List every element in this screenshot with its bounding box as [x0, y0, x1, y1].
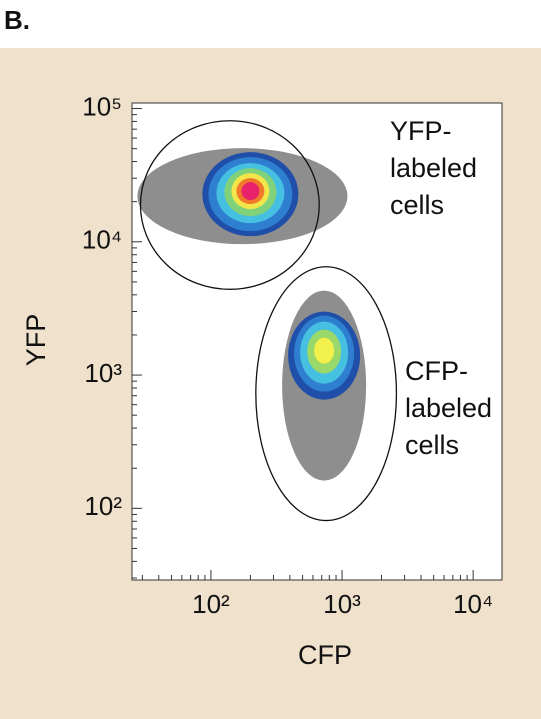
- population: [255, 266, 398, 522]
- gate: [255, 266, 398, 522]
- population: [137, 120, 348, 290]
- population-label: CFP-: [405, 356, 468, 386]
- population-label: labeled: [390, 153, 477, 183]
- population-label: cells: [390, 190, 444, 220]
- density-level: [314, 337, 335, 364]
- x-tick-label: 10²: [192, 589, 230, 619]
- population-label: YFP-: [390, 116, 452, 146]
- y-tick-label: 10³: [84, 358, 122, 388]
- y-tick-label: 10²: [84, 491, 122, 521]
- x-axis-label: CFP: [298, 640, 352, 670]
- header-band: [0, 0, 541, 48]
- gate: [139, 120, 320, 290]
- y-tick-label: 10⁵: [82, 91, 122, 121]
- panel-label: B.: [4, 5, 30, 35]
- x-tick-label: 10⁴: [453, 589, 493, 619]
- x-tick-label: 10³: [323, 589, 361, 619]
- y-tick-label: 10⁴: [82, 225, 122, 255]
- population-label: labeled: [405, 393, 492, 423]
- population-label: cells: [405, 430, 459, 460]
- y-axis-label: YFP: [21, 314, 51, 367]
- density-level: [241, 182, 260, 201]
